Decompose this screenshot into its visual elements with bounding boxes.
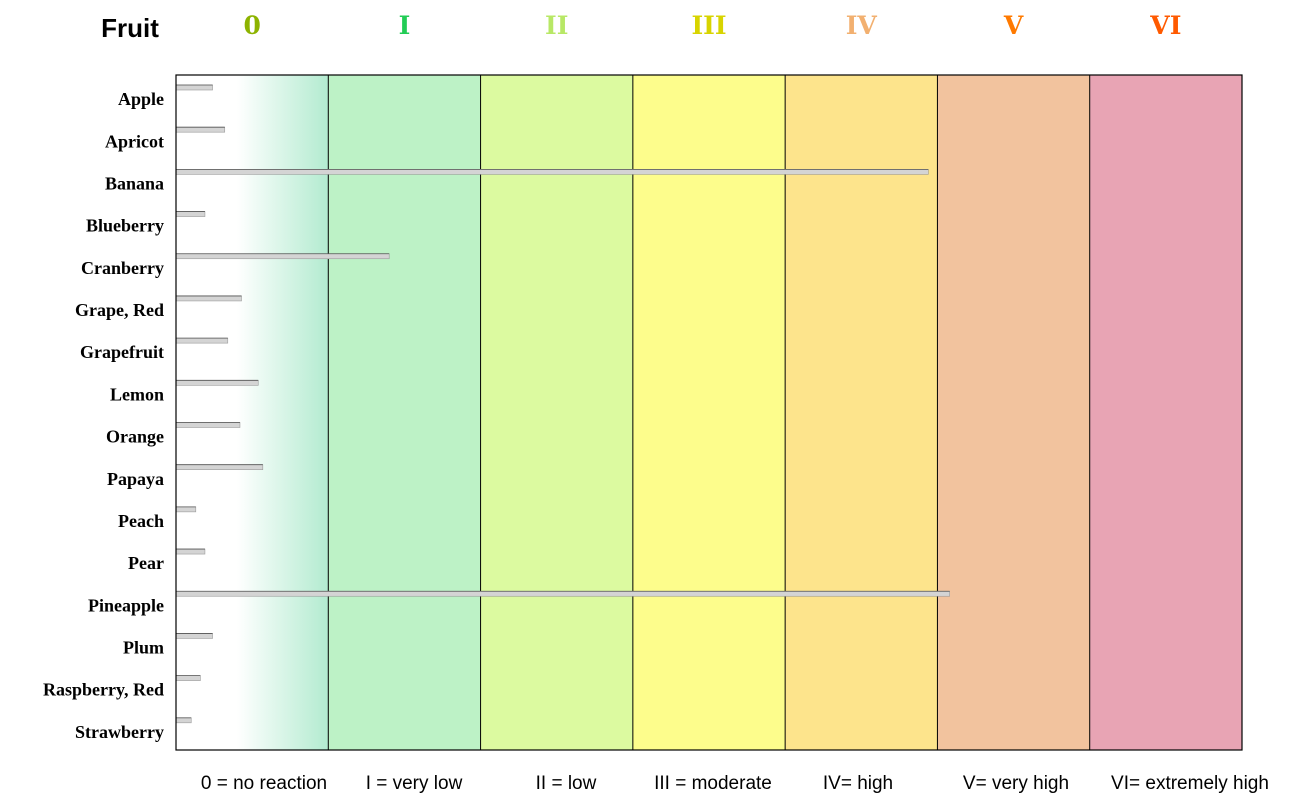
class-band-4 [785, 75, 938, 750]
row-label: Apple [118, 89, 164, 109]
class-band-0 [176, 75, 329, 750]
legend-item-0: 0 = no reaction [201, 773, 327, 794]
class-header-5: V [1003, 11, 1024, 40]
bar-5 [175, 295, 242, 302]
bar-9 [175, 464, 264, 470]
bar-3 [175, 211, 206, 217]
row-label: Grapefruit [80, 342, 164, 362]
row-label: Orange [106, 427, 164, 447]
bars [175, 84, 950, 724]
bar-8 [175, 422, 241, 428]
bar-6 [175, 337, 229, 344]
row-label: Strawberry [75, 722, 164, 742]
class-band-6 [1089, 75, 1242, 750]
legend-item-6: VI= extremely high [1111, 773, 1269, 794]
bar-4 [175, 253, 390, 260]
row-label: Pear [128, 553, 164, 573]
class-header-1: I [399, 11, 411, 40]
class-band-3 [632, 75, 786, 750]
plot-border [175, 74, 1243, 751]
class-band-1 [328, 75, 481, 750]
grid-lines [327, 75, 1091, 750]
column-header: Fruit [101, 13, 159, 43]
class-band-2 [480, 75, 633, 750]
class-legend: 0 = no reaction I = very low II = low III =… [201, 773, 1269, 794]
legend-item-4: IV= high [823, 773, 893, 794]
bar-7 [175, 380, 259, 386]
row-label: Papaya [107, 469, 164, 489]
legend-item-1: I = very low [366, 773, 463, 794]
row-label: Plum [123, 638, 164, 658]
class-headers: Fruit 0 I II III IV V VI [101, 11, 1181, 43]
bar-12 [175, 590, 950, 597]
bar-0 [175, 84, 213, 91]
row-label: Blueberry [86, 216, 164, 236]
bar-11 [175, 548, 206, 555]
legend-item-5: V= very high [963, 773, 1069, 794]
row-label: Peach [118, 511, 164, 531]
legend-item-3: III = moderate [654, 773, 772, 794]
bar-15 [175, 717, 192, 724]
class-header-0: 0 [243, 11, 260, 40]
bar-14 [175, 675, 201, 681]
row-label: Pineapple [88, 595, 164, 615]
bar-13 [175, 633, 213, 639]
row-label: Cranberry [81, 258, 164, 278]
class-header-6: VI [1149, 11, 1181, 40]
class-bands [176, 75, 1242, 750]
row-labels: Apple Apricot Banana Blueberry Cranberry Grap… [43, 89, 164, 742]
plot-frame [175, 74, 1243, 751]
class-header-4: IV [846, 11, 878, 40]
row-label: Banana [105, 173, 164, 193]
row-label: Lemon [110, 384, 164, 404]
row-label: Raspberry, Red [43, 680, 164, 700]
class-band-5 [937, 75, 1090, 750]
legend-item-2: II = low [536, 773, 597, 794]
bar-1 [175, 126, 226, 133]
class-header-2: II [545, 11, 568, 40]
bar-10 [175, 506, 197, 513]
row-label: Apricot [105, 131, 164, 151]
row-label: Grape, Red [75, 300, 164, 320]
bar-2 [175, 169, 929, 175]
class-header-3: III [691, 11, 726, 40]
